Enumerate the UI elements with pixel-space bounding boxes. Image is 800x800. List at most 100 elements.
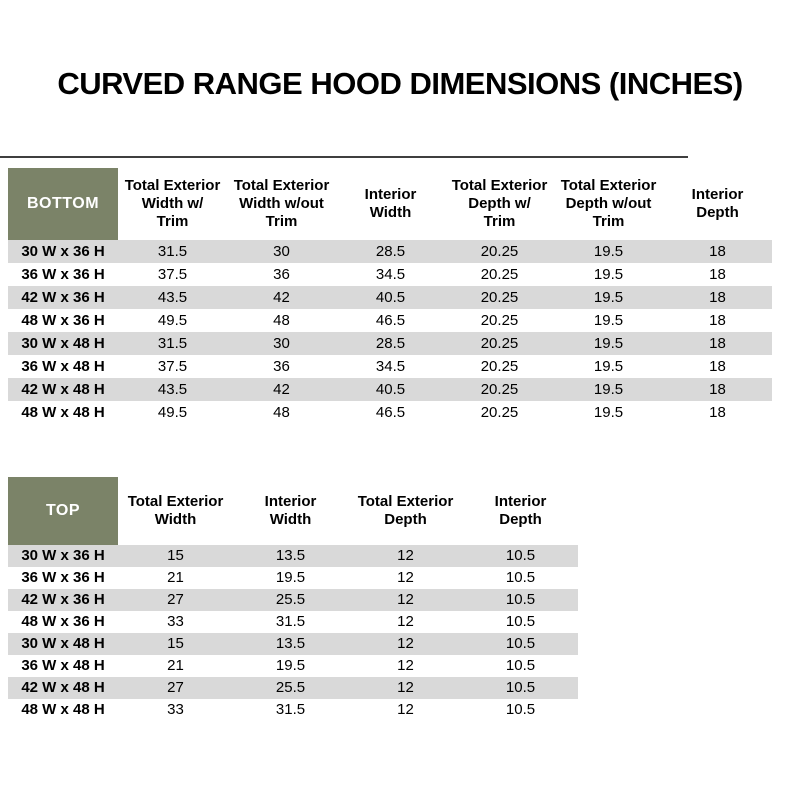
row-label: 48 W x 48 H bbox=[21, 701, 105, 718]
data-cell: 19.5 bbox=[275, 569, 306, 586]
data-cell: 15 bbox=[167, 547, 184, 564]
row-label: 36 W x 48 H bbox=[21, 357, 105, 375]
data-cell: 31.5 bbox=[157, 334, 188, 352]
data-cell: 40.5 bbox=[375, 380, 406, 398]
data-cell: 20.25 bbox=[480, 334, 519, 352]
top-dimensions-table-host: TOP Total Exterior Width Interior Width Tot… bbox=[8, 477, 578, 721]
data-cell: 12 bbox=[397, 613, 414, 630]
row-label: 30 W x 48 H bbox=[21, 635, 105, 652]
top-dimensions-table: TOP Total Exterior Width Interior Width Tot… bbox=[8, 477, 578, 721]
data-cell: 19.5 bbox=[275, 657, 306, 674]
data-cell: 19.5 bbox=[593, 380, 624, 398]
data-cell: 27 bbox=[167, 591, 184, 608]
table-row: 30 W x 48 H 15 13.5 12 10.5 bbox=[8, 633, 578, 655]
row-label: 48 W x 48 H bbox=[21, 403, 105, 421]
column-header: Interior Width bbox=[233, 477, 348, 545]
data-cell: 49.5 bbox=[157, 403, 188, 421]
data-cell: 18 bbox=[709, 403, 726, 421]
data-cell: 42 bbox=[273, 380, 290, 398]
data-cell: 12 bbox=[397, 635, 414, 652]
data-cell: 43.5 bbox=[157, 380, 188, 398]
data-cell: 36 bbox=[273, 265, 290, 283]
table-row: 42 W x 48 H 43.5 42 40.5 20.25 19.5 18 bbox=[8, 378, 772, 401]
data-cell: 10.5 bbox=[505, 591, 536, 608]
table-row: 36 W x 48 H 21 19.5 12 10.5 bbox=[8, 655, 578, 677]
data-cell: 30 bbox=[273, 334, 290, 352]
data-cell: 10.5 bbox=[505, 701, 536, 718]
data-cell: 10.5 bbox=[505, 547, 536, 564]
data-cell: 28.5 bbox=[375, 334, 406, 352]
data-cell: 46.5 bbox=[375, 403, 406, 421]
data-cell: 19.5 bbox=[593, 357, 624, 375]
data-cell: 33 bbox=[167, 613, 184, 630]
column-header: Total Exterior Width w/out Trim bbox=[227, 168, 336, 240]
column-header: Total Exterior Width w/ Trim bbox=[118, 168, 227, 240]
data-cell: 13.5 bbox=[275, 635, 306, 652]
table-row: 42 W x 48 H 27 25.5 12 10.5 bbox=[8, 677, 578, 699]
row-label: 30 W x 36 H bbox=[21, 242, 105, 260]
row-label: 48 W x 36 H bbox=[21, 311, 105, 329]
row-label: 36 W x 36 H bbox=[21, 569, 105, 586]
data-cell: 36 bbox=[273, 357, 290, 375]
table-corner-label: BOTTOM bbox=[8, 168, 118, 240]
data-cell: 10.5 bbox=[505, 657, 536, 674]
column-header: Total Exterior Depth w/out Trim bbox=[554, 168, 663, 240]
table-row: 42 W x 36 H 43.5 42 40.5 20.25 19.5 18 bbox=[8, 286, 772, 309]
data-cell: 20.25 bbox=[480, 357, 519, 375]
data-cell: 12 bbox=[397, 679, 414, 696]
data-cell: 19.5 bbox=[593, 265, 624, 283]
table-row: 30 W x 48 H 31.5 30 28.5 20.25 19.5 18 bbox=[8, 332, 772, 355]
row-label: 42 W x 36 H bbox=[21, 288, 105, 306]
data-cell: 19.5 bbox=[593, 242, 624, 260]
header-rule bbox=[0, 156, 688, 158]
data-cell: 37.5 bbox=[157, 357, 188, 375]
data-cell: 49.5 bbox=[157, 311, 188, 329]
data-cell: 33 bbox=[167, 701, 184, 718]
data-cell: 18 bbox=[709, 265, 726, 283]
data-cell: 10.5 bbox=[505, 635, 536, 652]
column-header: Interior Depth bbox=[463, 477, 578, 545]
data-cell: 43.5 bbox=[157, 288, 188, 306]
table-corner-label: TOP bbox=[8, 477, 118, 545]
data-cell: 42 bbox=[273, 288, 290, 306]
data-cell: 12 bbox=[397, 569, 414, 586]
data-cell: 20.25 bbox=[480, 265, 519, 283]
data-cell: 18 bbox=[709, 334, 726, 352]
data-cell: 28.5 bbox=[375, 242, 406, 260]
data-cell: 25.5 bbox=[275, 679, 306, 696]
data-cell: 12 bbox=[397, 547, 414, 564]
data-cell: 21 bbox=[167, 657, 184, 674]
data-cell: 12 bbox=[397, 701, 414, 718]
data-cell: 40.5 bbox=[375, 288, 406, 306]
data-cell: 31.5 bbox=[275, 701, 306, 718]
data-cell: 34.5 bbox=[375, 265, 406, 283]
data-cell: 31.5 bbox=[275, 613, 306, 630]
data-cell: 19.5 bbox=[593, 288, 624, 306]
data-cell: 34.5 bbox=[375, 357, 406, 375]
data-cell: 12 bbox=[397, 657, 414, 674]
data-cell: 48 bbox=[273, 311, 290, 329]
table-row: 36 W x 36 H 37.5 36 34.5 20.25 19.5 18 bbox=[8, 263, 772, 286]
data-cell: 19.5 bbox=[593, 311, 624, 329]
row-label: 36 W x 48 H bbox=[21, 657, 105, 674]
data-cell: 18 bbox=[709, 311, 726, 329]
data-cell: 30 bbox=[273, 242, 290, 260]
data-cell: 31.5 bbox=[157, 242, 188, 260]
data-cell: 15 bbox=[167, 635, 184, 652]
data-cell: 48 bbox=[273, 403, 290, 421]
table-row: 48 W x 36 H 49.5 48 46.5 20.25 19.5 18 bbox=[8, 309, 772, 332]
data-cell: 18 bbox=[709, 288, 726, 306]
column-header: Total Exterior Depth bbox=[348, 477, 463, 545]
data-cell: 20.25 bbox=[480, 380, 519, 398]
data-cell: 10.5 bbox=[505, 569, 536, 586]
data-cell: 20.25 bbox=[480, 288, 519, 306]
bottom-dimensions-table: BOTTOM Total Exterior Width w/ Trim Total … bbox=[8, 168, 772, 424]
row-label: 30 W x 36 H bbox=[21, 547, 105, 564]
data-cell: 25.5 bbox=[275, 591, 306, 608]
row-label: 42 W x 48 H bbox=[21, 380, 105, 398]
row-label: 30 W x 48 H bbox=[21, 334, 105, 352]
data-cell: 27 bbox=[167, 679, 184, 696]
row-label: 36 W x 36 H bbox=[21, 265, 105, 283]
row-label: 42 W x 36 H bbox=[21, 591, 105, 608]
